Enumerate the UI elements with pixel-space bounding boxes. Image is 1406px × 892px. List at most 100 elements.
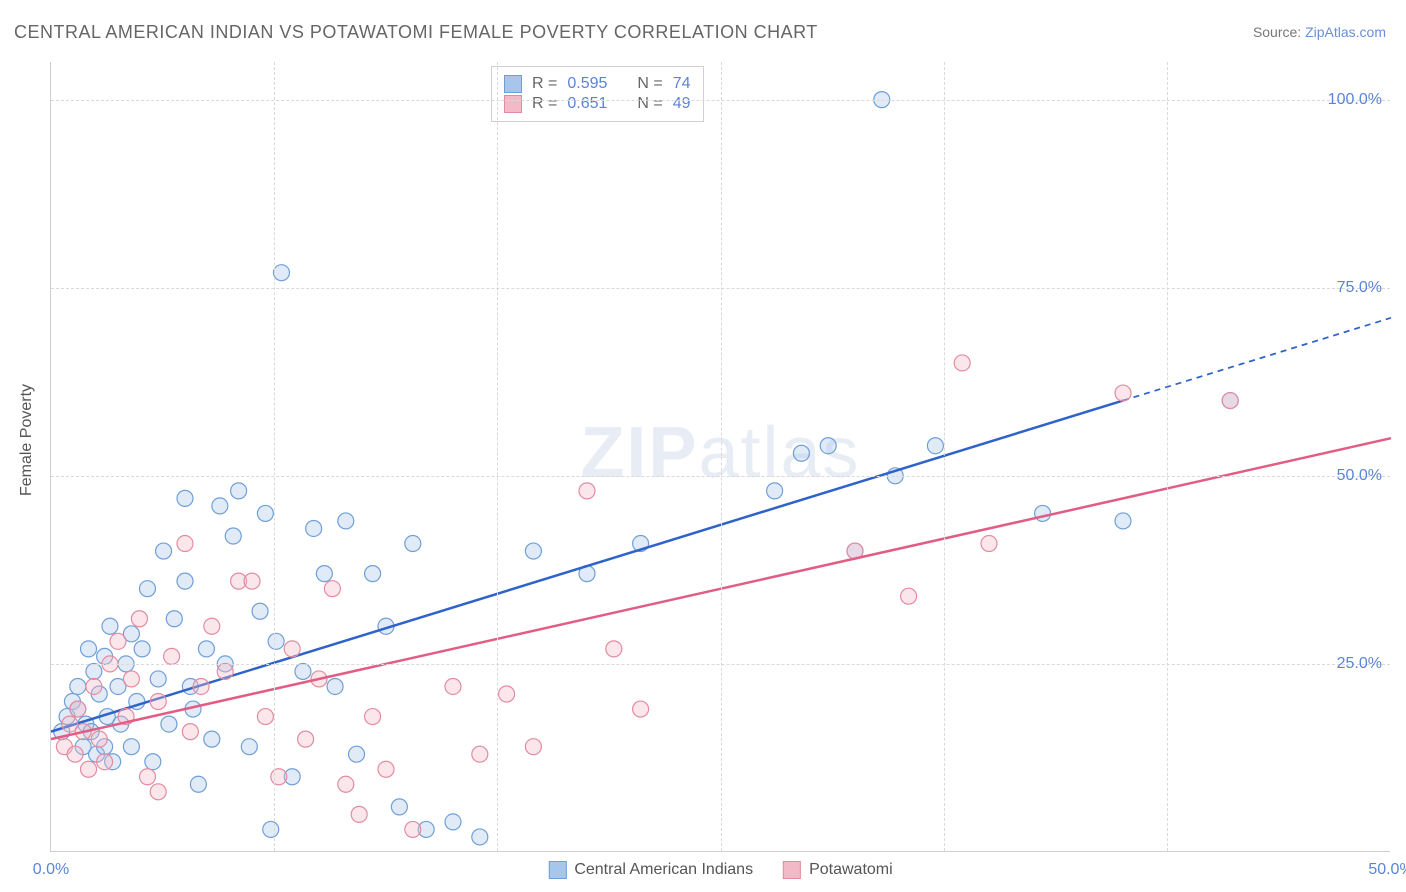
scatter-point xyxy=(86,663,102,679)
scatter-point xyxy=(324,581,340,597)
scatter-point xyxy=(954,355,970,371)
scatter-point xyxy=(91,731,107,747)
scatter-point xyxy=(927,438,943,454)
scatter-point xyxy=(284,641,300,657)
scatter-point xyxy=(445,678,461,694)
legend-swatch-0 xyxy=(548,861,566,879)
scatter-point xyxy=(405,536,421,552)
n-label-0: N = xyxy=(637,75,662,93)
scatter-point xyxy=(86,678,102,694)
trend-line-dashed xyxy=(1123,318,1391,401)
scatter-point xyxy=(1115,513,1131,529)
scatter-point xyxy=(295,663,311,679)
scatter-point xyxy=(204,618,220,634)
source-attribution: Source: ZipAtlas.com xyxy=(1253,24,1386,40)
scatter-point xyxy=(190,776,206,792)
chart-title: CENTRAL AMERICAN INDIAN VS POTAWATOMI FE… xyxy=(14,22,818,43)
r-value-0: 0.595 xyxy=(567,75,607,93)
scatter-point xyxy=(217,663,233,679)
scatter-point xyxy=(525,739,541,755)
scatter-point xyxy=(257,505,273,521)
scatter-point xyxy=(263,821,279,837)
y-tick-label: 50.0% xyxy=(1337,467,1382,485)
scatter-point xyxy=(606,641,622,657)
scatter-point xyxy=(182,724,198,740)
scatter-point xyxy=(145,754,161,770)
x-gridline xyxy=(1167,62,1168,851)
scatter-point xyxy=(268,633,284,649)
legend-item-1: Potawatomi xyxy=(783,861,893,879)
stats-row-1: R = 0.651 N = 49 xyxy=(504,95,691,113)
scatter-point xyxy=(271,769,287,785)
scatter-point xyxy=(338,513,354,529)
scatter-point xyxy=(81,641,97,657)
scatter-point xyxy=(1222,393,1238,409)
y-tick-label: 75.0% xyxy=(1337,279,1382,297)
scatter-point xyxy=(139,769,155,785)
scatter-point xyxy=(365,566,381,582)
x-tick-label: 0.0% xyxy=(33,861,69,879)
scatter-point xyxy=(102,618,118,634)
legend-label-1: Potawatomi xyxy=(809,861,893,879)
scatter-point xyxy=(378,761,394,777)
bottom-legend: Central American Indians Potawatomi xyxy=(548,861,892,879)
scatter-point xyxy=(338,776,354,792)
scatter-point xyxy=(81,761,97,777)
scatter-point xyxy=(131,611,147,627)
scatter-point xyxy=(445,814,461,830)
legend-label-0: Central American Indians xyxy=(574,861,753,879)
scatter-point xyxy=(1035,505,1051,521)
scatter-point xyxy=(349,746,365,762)
scatter-point xyxy=(633,701,649,717)
x-gridline xyxy=(721,62,722,851)
swatch-series-1 xyxy=(504,95,522,113)
scatter-point xyxy=(150,671,166,687)
scatter-point xyxy=(123,739,139,755)
y-axis-title: Female Poverty xyxy=(18,384,36,496)
source-link[interactable]: ZipAtlas.com xyxy=(1305,24,1386,40)
scatter-point xyxy=(820,438,836,454)
scatter-point xyxy=(391,799,407,815)
scatter-point xyxy=(177,536,193,552)
scatter-point xyxy=(231,483,247,499)
scatter-point xyxy=(166,611,182,627)
scatter-point xyxy=(244,573,260,589)
trend-line xyxy=(51,401,1123,732)
scatter-point xyxy=(150,784,166,800)
scatter-point xyxy=(499,686,515,702)
scatter-point xyxy=(351,806,367,822)
x-tick-label: 50.0% xyxy=(1368,861,1406,879)
scatter-chart: ZIPatlas R = 0.595 N = 74 R = 0.651 N = … xyxy=(50,62,1390,852)
scatter-point xyxy=(316,566,332,582)
scatter-point xyxy=(161,716,177,732)
scatter-point xyxy=(70,678,86,694)
scatter-point xyxy=(177,573,193,589)
x-gridline xyxy=(944,62,945,851)
scatter-point xyxy=(767,483,783,499)
scatter-point xyxy=(298,731,314,747)
scatter-point xyxy=(212,498,228,514)
scatter-point xyxy=(405,821,421,837)
scatter-point xyxy=(164,648,180,664)
scatter-point xyxy=(70,701,86,717)
scatter-point xyxy=(579,483,595,499)
scatter-point xyxy=(1115,385,1131,401)
scatter-point xyxy=(981,536,997,552)
legend-item-0: Central American Indians xyxy=(548,861,753,879)
source-label: Source: xyxy=(1253,24,1305,40)
scatter-point xyxy=(225,528,241,544)
scatter-point xyxy=(252,603,268,619)
scatter-point xyxy=(472,746,488,762)
n-value-1: 49 xyxy=(673,95,691,113)
stats-row-0: R = 0.595 N = 74 xyxy=(504,75,691,93)
y-tick-label: 100.0% xyxy=(1328,91,1382,109)
x-gridline xyxy=(274,62,275,851)
swatch-series-0 xyxy=(504,75,522,93)
scatter-point xyxy=(273,265,289,281)
stats-legend: R = 0.595 N = 74 R = 0.651 N = 49 xyxy=(491,66,704,122)
scatter-point xyxy=(97,754,113,770)
legend-swatch-1 xyxy=(783,861,801,879)
scatter-point xyxy=(177,490,193,506)
x-gridline xyxy=(497,62,498,851)
r-label-0: R = xyxy=(532,75,557,93)
